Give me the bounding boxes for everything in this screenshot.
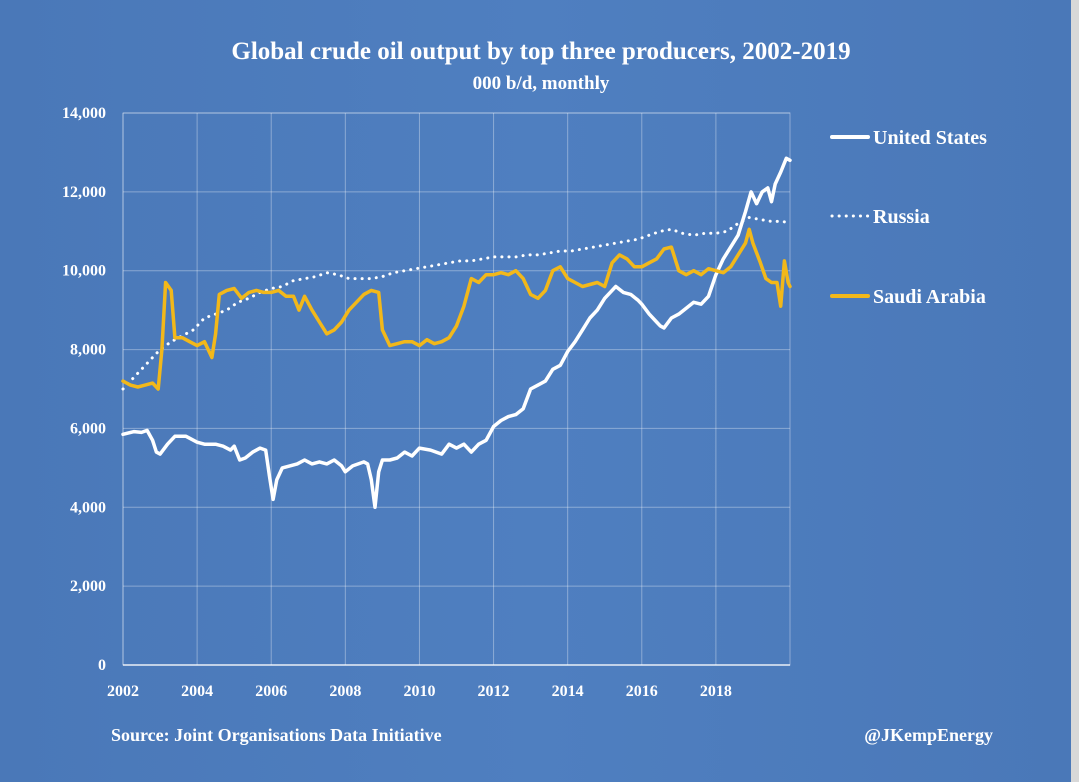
chart-title: Global crude oil output by top three pro… <box>231 38 850 65</box>
x-tick-label: 2018 <box>700 683 732 700</box>
legend-label-russia: Russia <box>873 206 930 228</box>
y-tick-label: 6,000 <box>70 420 106 437</box>
series-line-saudi-arabia <box>121 227 792 391</box>
x-tick-label: 2004 <box>181 683 213 700</box>
source-note: Source: Joint Organisations Data Initiat… <box>111 725 442 745</box>
y-tick-label: 14,000 <box>62 105 106 122</box>
x-tick-label: 2016 <box>626 683 658 700</box>
legend-label-saudi-arabia: Saudi Arabia <box>873 286 986 308</box>
series-line-united-states <box>121 156 792 510</box>
x-tick-label: 2014 <box>552 683 584 700</box>
y-tick-label: 8,000 <box>70 342 106 359</box>
axes: 0 2,000 4,000 6,000 8,000 10,000 12,000 14,000 2… <box>62 105 790 700</box>
credit-handle: @JKempEnergy <box>864 725 993 745</box>
y-tick-label: 2,000 <box>70 578 106 595</box>
y-tick-label: 10,000 <box>62 263 106 280</box>
y-tick-label: 0 <box>98 657 106 674</box>
legend: United States Russia Saudi Arabia <box>830 127 987 308</box>
y-tick-label: 12,000 <box>62 184 106 201</box>
x-tick-label: 2012 <box>478 683 510 700</box>
x-tick-label: 2010 <box>403 683 435 700</box>
series-line-russia <box>121 216 792 391</box>
x-tick-label: 2008 <box>329 683 361 700</box>
y-tick-label: 4,000 <box>70 499 106 516</box>
x-tick-label: 2006 <box>255 683 287 700</box>
x-tick-label: 2002 <box>107 683 139 700</box>
plot-border <box>122 112 791 666</box>
series <box>121 156 792 510</box>
legend-label-united-states: United States <box>873 127 987 149</box>
grid <box>122 112 791 666</box>
chart-subtitle: 000 b/d, monthly <box>473 73 610 94</box>
